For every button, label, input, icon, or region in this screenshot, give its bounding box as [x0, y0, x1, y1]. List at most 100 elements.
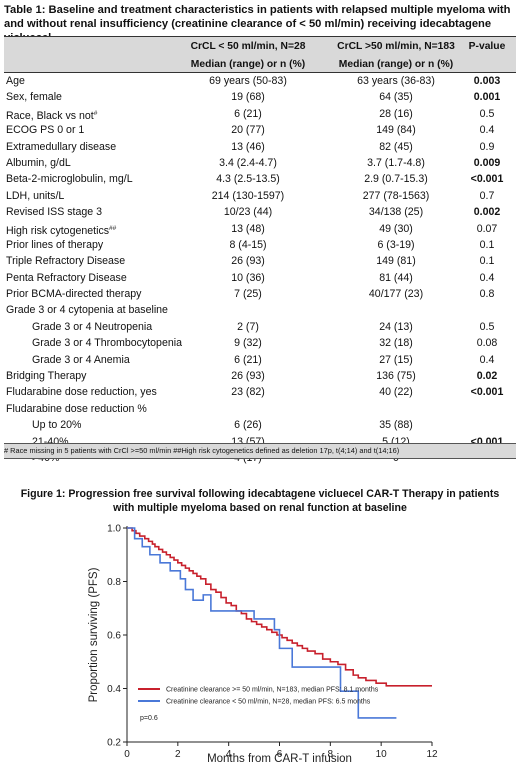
- cell-crcl-low: 10/23 (44): [223, 206, 273, 219]
- x-tick-label: 6: [277, 749, 283, 760]
- row-label: Revised ISS stage 3: [6, 206, 102, 219]
- row-label: Sex, female: [6, 91, 62, 104]
- km-curves: [127, 527, 432, 719]
- cell-crcl-low: 6 (26): [234, 419, 262, 432]
- table-row: LDH, units/L 214 (130-1597) 277 (78-1563) 0…: [4, 188, 516, 204]
- cell-pvalue: 0.009: [473, 156, 501, 169]
- table-body: Age 69 years (50-83) 63 years (36-83) 0.003…: [4, 73, 516, 466]
- row-label: Grade 3 or 4 Thrombocytopenia: [32, 337, 182, 350]
- cell-pvalue: <0.001: [470, 173, 504, 186]
- cell-crcl-high: 63 years (36-83): [357, 75, 435, 87]
- cell-pvalue: <0.001: [470, 386, 504, 399]
- table-row: Prior BCMA-directed therapy 7 (25) 40/177 …: [4, 286, 516, 302]
- table-row: Grade 3 or 4 cytopenia at baseline: [4, 302, 516, 318]
- table-row: Grade 3 or 4 Thrombocytopenia 9 (32) 32 (1…: [4, 335, 516, 351]
- y-ticks: 0.2 0.4 0.6 0.8 1.0: [107, 524, 127, 749]
- x-tick-label: 12: [426, 749, 438, 760]
- row-label: Grade 3 or 4 Anemia: [32, 353, 130, 366]
- cell-crcl-high: 40/177 (23): [368, 288, 424, 301]
- cell-crcl-low: 26 (93): [231, 370, 265, 383]
- x-tick-label: 8: [328, 749, 334, 760]
- row-label: Bridging Therapy: [6, 370, 87, 383]
- row-label: Extramedullary disease: [6, 140, 117, 153]
- km-curve-series-1: [127, 527, 397, 719]
- table-row: Albumin, g/dL 3.4 (2.4-4.7) 3.7 (1.7-4.8) 0…: [4, 155, 516, 171]
- x-tick-label: 10: [376, 749, 388, 760]
- cell-pvalue: 0.5: [479, 107, 495, 120]
- row-label: Age: [6, 75, 25, 87]
- header-col-pvalue: P-value: [468, 41, 506, 52]
- cell-pvalue: 0.02: [476, 370, 498, 383]
- row-label: Up to 20%: [32, 419, 82, 432]
- table-row: Up to 20% 6 (26) 35 (88): [4, 417, 516, 433]
- row-label: Beta-2-microglobulin, mg/L: [6, 173, 133, 186]
- y-tick-label: 0.8: [107, 577, 121, 588]
- cell-crcl-low: 214 (130-1597): [211, 189, 285, 202]
- cell-crcl-high: 3.7 (1.7-4.8): [367, 156, 425, 169]
- cell-pvalue: 0.7: [479, 189, 495, 202]
- cell-crcl-high: 82 (45): [379, 140, 413, 153]
- cell-crcl-low: 20 (77): [231, 124, 265, 137]
- legend-entry: Creatinine clearance < 50 ml/min, N=28, …: [166, 699, 371, 706]
- row-label: ECOG PS 0 or 1: [6, 124, 85, 137]
- cell-crcl-low: 69 years (50-83): [209, 75, 287, 87]
- chart-legend: Creatinine clearance >= 50 ml/min, N=183…: [138, 687, 379, 706]
- cell-crcl-high: 49 (30): [379, 222, 413, 235]
- cell-crcl-high: 24 (13): [379, 320, 413, 333]
- cell-pvalue: 0.8: [479, 288, 495, 301]
- row-label: Penta Refractory Disease: [6, 271, 127, 284]
- x-tick-label: 2: [175, 749, 181, 760]
- cell-pvalue: 0.002: [473, 206, 501, 219]
- cell-crcl-high: 35 (88): [379, 419, 413, 432]
- y-tick-label: 0.2: [107, 738, 121, 749]
- header-col-crcl-low: CrCL < 50 ml/min, N=28: [190, 41, 306, 52]
- y-axis-label: Proportion surviving (PFS): [88, 567, 100, 702]
- cell-crcl-low: 6 (21): [234, 107, 262, 120]
- table-row: Fludarabine dose reduction %: [4, 401, 516, 417]
- cell-pvalue: 0.5: [479, 320, 495, 333]
- row-label: Albumin, g/dL: [6, 156, 71, 169]
- x-axis-label: Months from CAR-T infusion: [207, 753, 352, 765]
- table-row: Beta-2-microglobulin, mg/L 4.3 (2.5-13.5)…: [4, 171, 516, 187]
- row-label: High risk cytogenetics##: [6, 224, 117, 237]
- table-row: Sex, female 19 (68) 64 (35) 0.001: [4, 89, 516, 105]
- table-subheader-row: Median (range) or n (%) Median (range) o…: [4, 56, 516, 73]
- header-col-crcl-high: CrCL >50 ml/min, N=183: [337, 41, 455, 52]
- cell-crcl-low: 10 (36): [231, 271, 265, 284]
- table-row: Extramedullary disease 13 (46) 82 (45) 0.9: [4, 139, 516, 155]
- table-row: Race, Black vs not# 6 (21) 28 (16) 0.5: [4, 106, 516, 122]
- cell-crcl-high: 34/138 (25): [368, 206, 424, 219]
- cell-crcl-low: 13 (48): [231, 222, 265, 235]
- table-row: ECOG PS 0 or 1 20 (77) 149 (84) 0.4: [4, 122, 516, 138]
- row-label: Grade 3 or 4 cytopenia at baseline: [6, 304, 168, 317]
- table-row: Age 69 years (50-83) 63 years (36-83) 0.003: [4, 73, 516, 89]
- x-tick-label: 0: [124, 749, 130, 760]
- cell-pvalue: 0.4: [479, 353, 495, 366]
- row-label: Grade 3 or 4 Neutropenia: [32, 320, 153, 333]
- cell-crcl-high: 2.9 (0.7-15.3): [364, 173, 428, 186]
- y-tick-label: 1.0: [107, 524, 121, 535]
- cell-crcl-high: 6 (3-19): [377, 238, 415, 251]
- cell-crcl-low: 19 (68): [231, 91, 265, 104]
- table-row: Prior lines of therapy 8 (4-15) 6 (3-19) 0.…: [4, 237, 516, 253]
- row-label: Prior lines of therapy: [6, 238, 104, 251]
- baseline-table: CrCL < 50 ml/min, N=28 CrCL >50 ml/min, …: [4, 36, 516, 466]
- cell-crcl-low: 6 (21): [234, 353, 262, 366]
- cell-crcl-high: 149 (84): [376, 124, 416, 137]
- table-row: Triple Refractory Disease 26 (93) 149 (81)…: [4, 253, 516, 269]
- cell-crcl-high: 81 (44): [379, 271, 413, 284]
- cell-crcl-high: 32 (18): [379, 337, 413, 350]
- x-tick-label: 4: [226, 749, 232, 760]
- cell-crcl-low: 4.3 (2.5-13.5): [216, 173, 280, 186]
- cell-crcl-low: 13 (46): [231, 140, 265, 153]
- table-row: High risk cytogenetics## 13 (48) 49 (30) 0.…: [4, 221, 516, 237]
- cell-crcl-high: 40 (22): [379, 386, 413, 399]
- figure-title: Figure 1: Progression free survival foll…: [20, 488, 500, 514]
- table-row: Grade 3 or 4 Anemia 6 (21) 27 (15) 0.4: [4, 352, 516, 368]
- cell-pvalue: 0.001: [473, 91, 501, 104]
- cell-crcl-low: 8 (4-15): [229, 238, 267, 251]
- cell-crcl-high: 27 (15): [379, 353, 413, 366]
- x-ticks: 0 2 4 6 8 10 12: [124, 742, 438, 760]
- cell-crcl-high: 64 (35): [379, 91, 413, 104]
- cell-crcl-low: 3.4 (2.4-4.7): [219, 156, 277, 169]
